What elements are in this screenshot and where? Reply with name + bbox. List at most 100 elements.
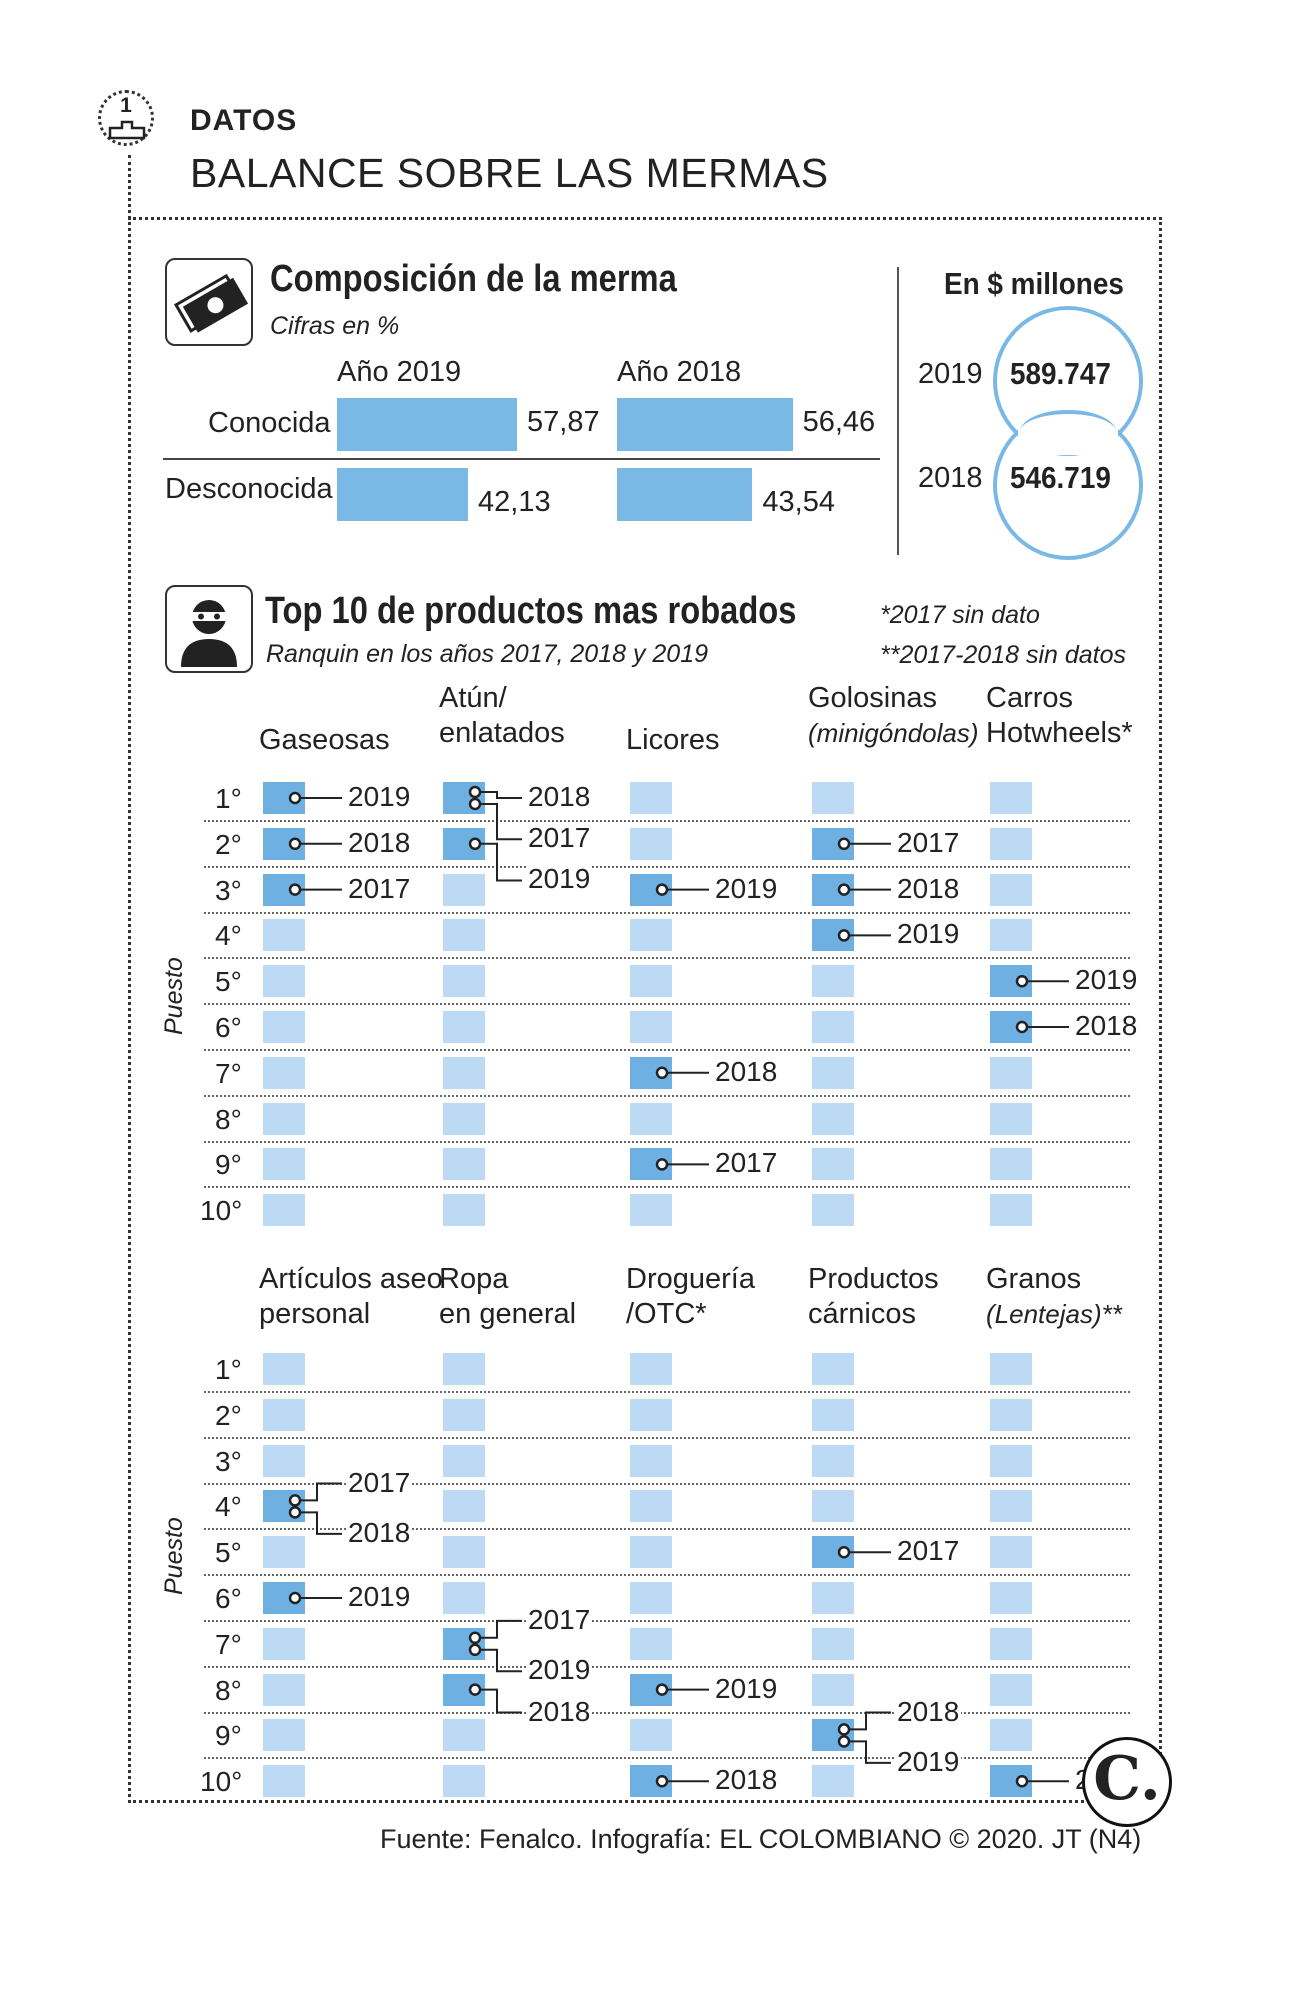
rank-cell (630, 1011, 672, 1043)
bar-value-label: 43,54 (762, 486, 835, 518)
category-name: Artículos aseo (259, 1263, 443, 1295)
section-divider (897, 267, 899, 555)
rank-rule (204, 957, 1130, 960)
rank-label: 4° (215, 1491, 242, 1523)
rank-cell (263, 1011, 305, 1043)
rank-rule (204, 1757, 1130, 1760)
rank-year-label: 2018 (346, 1516, 413, 1549)
rank-cell (263, 1398, 305, 1431)
money-bill-icon (165, 258, 253, 346)
rank-year-label: 2018 (895, 872, 962, 905)
leader-dot (468, 797, 482, 811)
category-sub: en general (439, 1298, 577, 1330)
rank-rule (204, 820, 1130, 822)
category-name: Gaseosas (259, 724, 390, 756)
rank-label: 5° (215, 1537, 242, 1569)
rank-rule (204, 1436, 1130, 1439)
category-name: Productos (808, 1263, 939, 1295)
rank-cell (990, 1102, 1032, 1135)
leader-dot (655, 1683, 669, 1696)
bar-desconocida-2018 (617, 468, 753, 521)
rank-cell (812, 1627, 854, 1660)
rank-cell (443, 1536, 485, 1569)
badge-number: 1 (120, 94, 132, 117)
leader-dot (288, 1494, 302, 1507)
main-frame (128, 217, 1162, 1803)
leader-dot (837, 837, 851, 851)
leader-dot (655, 883, 669, 896)
money-value-2018: 546.719 (1010, 460, 1111, 495)
rank-cell (443, 965, 485, 998)
rank-year-label: 2019 (526, 863, 593, 896)
rank-cell (990, 1673, 1032, 1706)
rank-label: 6° (215, 1583, 242, 1614)
category-sub: /OTC* (626, 1298, 707, 1330)
rank-cell (443, 1056, 485, 1089)
rank-cell (812, 1582, 854, 1614)
rank-cell (630, 1536, 672, 1569)
category-label-conocida: Conocida (208, 407, 331, 439)
category-header: Atún/enlatados (439, 681, 565, 751)
leader-dot (288, 837, 302, 851)
category-header: Ropa en general (439, 1262, 576, 1332)
leader-dot (837, 1545, 851, 1559)
category-sub: personal (259, 1298, 371, 1330)
leader-dot (468, 837, 482, 851)
rank-year-label: 2019 (346, 1581, 413, 1613)
rank-cell (263, 965, 305, 998)
rank-year-label: 2018 (526, 1695, 593, 1728)
rank-cell (443, 1582, 485, 1614)
leader-line (300, 1511, 342, 1535)
category-header: Droguería/OTC* (626, 1262, 755, 1332)
leader-dot (655, 1066, 669, 1080)
rank-year-label: 2018 (895, 1695, 962, 1728)
rank-cell (812, 1765, 854, 1798)
rank-cell (443, 1353, 485, 1385)
rank-cell (443, 1444, 485, 1477)
category-header: Gaseosas (259, 723, 390, 758)
category-header: Golosinas (minigóndolas) (808, 681, 979, 751)
rank-cell (812, 1194, 854, 1227)
category-name: Golosinas (808, 682, 937, 714)
rank-cell (630, 1490, 672, 1523)
rank-cell (263, 1627, 305, 1660)
rank-cell (443, 1102, 485, 1135)
rank-label: 5° (215, 966, 242, 998)
composition-subtitle: Cifras en % (270, 312, 400, 340)
rank-year-label: 2018 (713, 1764, 780, 1797)
rank-cell (630, 1627, 672, 1660)
rank-cell (812, 1353, 854, 1385)
rank-cell (630, 1194, 672, 1227)
rank-cell (263, 919, 305, 952)
leader-line (480, 1648, 522, 1673)
rank-label: 10° (200, 1195, 243, 1227)
composition-title: Composición de la merma (270, 258, 677, 300)
circle-arc (1020, 410, 1116, 454)
category-name: Droguería (626, 1263, 755, 1295)
bar-value-label: 56,46 (802, 406, 876, 438)
leader-line (480, 1619, 522, 1639)
rank-cell (263, 1719, 305, 1752)
rank-cell (990, 1148, 1032, 1181)
leader-dot (837, 929, 851, 942)
rank-rule (204, 1140, 1130, 1143)
bar-conocida-2019 (337, 398, 517, 451)
note-2: **2017-2018 sin datos (880, 641, 1127, 669)
top10-subtitle: Ranquin en los años 2017, 2018 y 2019 (266, 640, 709, 668)
rank-rule (204, 1665, 1130, 1668)
rank-cell (443, 873, 485, 906)
rank-rule (204, 865, 1130, 868)
leader-dot (837, 1723, 851, 1736)
rank-label: 8° (215, 1103, 242, 1135)
composition-divider (163, 458, 880, 460)
bar-desconocida-2019 (337, 468, 469, 521)
rank-label: 2° (215, 1399, 242, 1431)
rank-year-label: 2018 (713, 1055, 780, 1088)
rank-year-label: 2019 (895, 918, 962, 951)
rank-cell (263, 1148, 305, 1181)
rank-cell (812, 965, 854, 998)
leader-line (849, 1711, 891, 1731)
category-header: Carros Hotwheels* (986, 681, 1133, 751)
note-1: *2017 sin dato (880, 601, 1040, 629)
